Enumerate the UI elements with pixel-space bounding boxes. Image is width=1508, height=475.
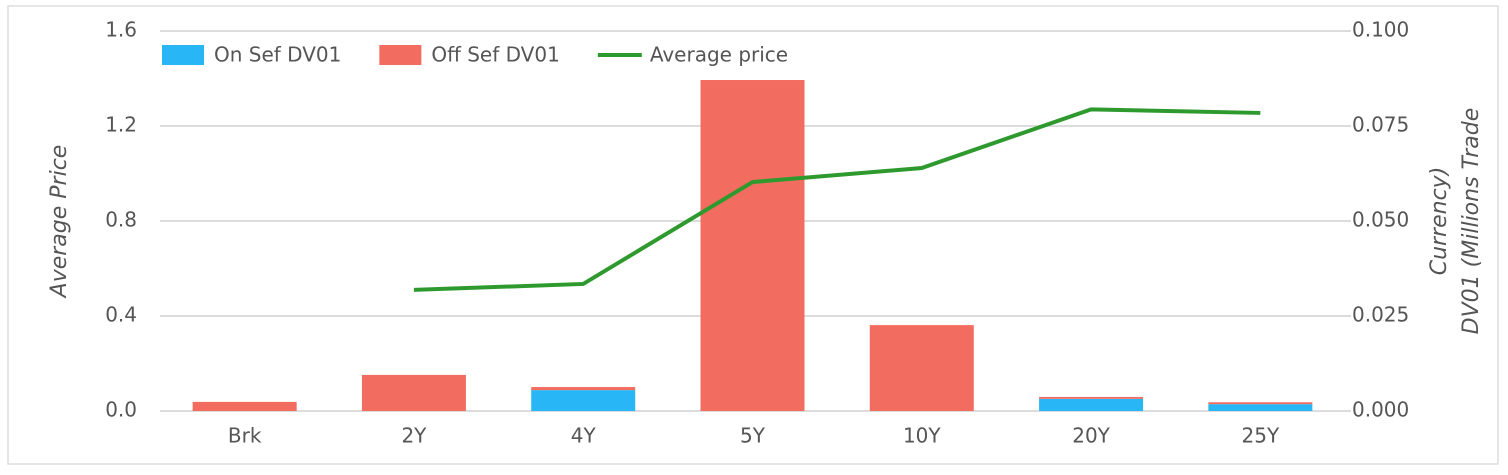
y2-tick-label: 0.025 xyxy=(1352,303,1409,327)
bar xyxy=(1208,402,1313,405)
bar xyxy=(1039,398,1144,411)
x-tick-label: 25Y xyxy=(1242,424,1280,448)
x-tick-label: 10Y xyxy=(903,424,941,448)
y2-tick-label: 0.000 xyxy=(1352,398,1409,422)
legend-swatch xyxy=(162,45,204,65)
y2-axis-title: DV01 (Millions Trade xyxy=(1459,108,1484,335)
legend-label: Off Sef DV01 xyxy=(431,43,559,67)
y-axis-title: Average Price xyxy=(47,145,72,300)
legend-label: Average price xyxy=(650,43,788,67)
y-tick-label: 1.2 xyxy=(105,113,137,137)
x-tick-label: 5Y xyxy=(740,424,766,448)
bar xyxy=(1208,404,1313,411)
y-tick-label: 0.4 xyxy=(105,303,137,327)
y-tick-label: 0.8 xyxy=(105,208,137,232)
x-tick-label: 4Y xyxy=(571,424,597,448)
bar xyxy=(192,401,297,411)
bar xyxy=(531,387,636,391)
bar xyxy=(1039,396,1144,399)
line xyxy=(413,107,1261,292)
y2-tick-label: 0.100 xyxy=(1352,18,1409,42)
x-tick-label: 2Y xyxy=(401,424,427,448)
y2-tick-label: 0.075 xyxy=(1352,113,1409,137)
legend-swatch xyxy=(379,45,422,65)
x-tick-label: Brk xyxy=(228,424,262,448)
bar xyxy=(531,390,636,411)
bar xyxy=(869,325,974,411)
y2-axis-title: Currency) xyxy=(1427,167,1452,276)
x-tick-label: 20Y xyxy=(1072,424,1110,448)
bar xyxy=(361,374,466,411)
bar xyxy=(700,80,805,412)
y-tick-label: 0.0 xyxy=(105,398,137,422)
y2-tick-label: 0.050 xyxy=(1352,208,1409,232)
legend-label: On Sef DV01 xyxy=(214,43,341,67)
y-tick-label: 1.6 xyxy=(105,18,137,42)
